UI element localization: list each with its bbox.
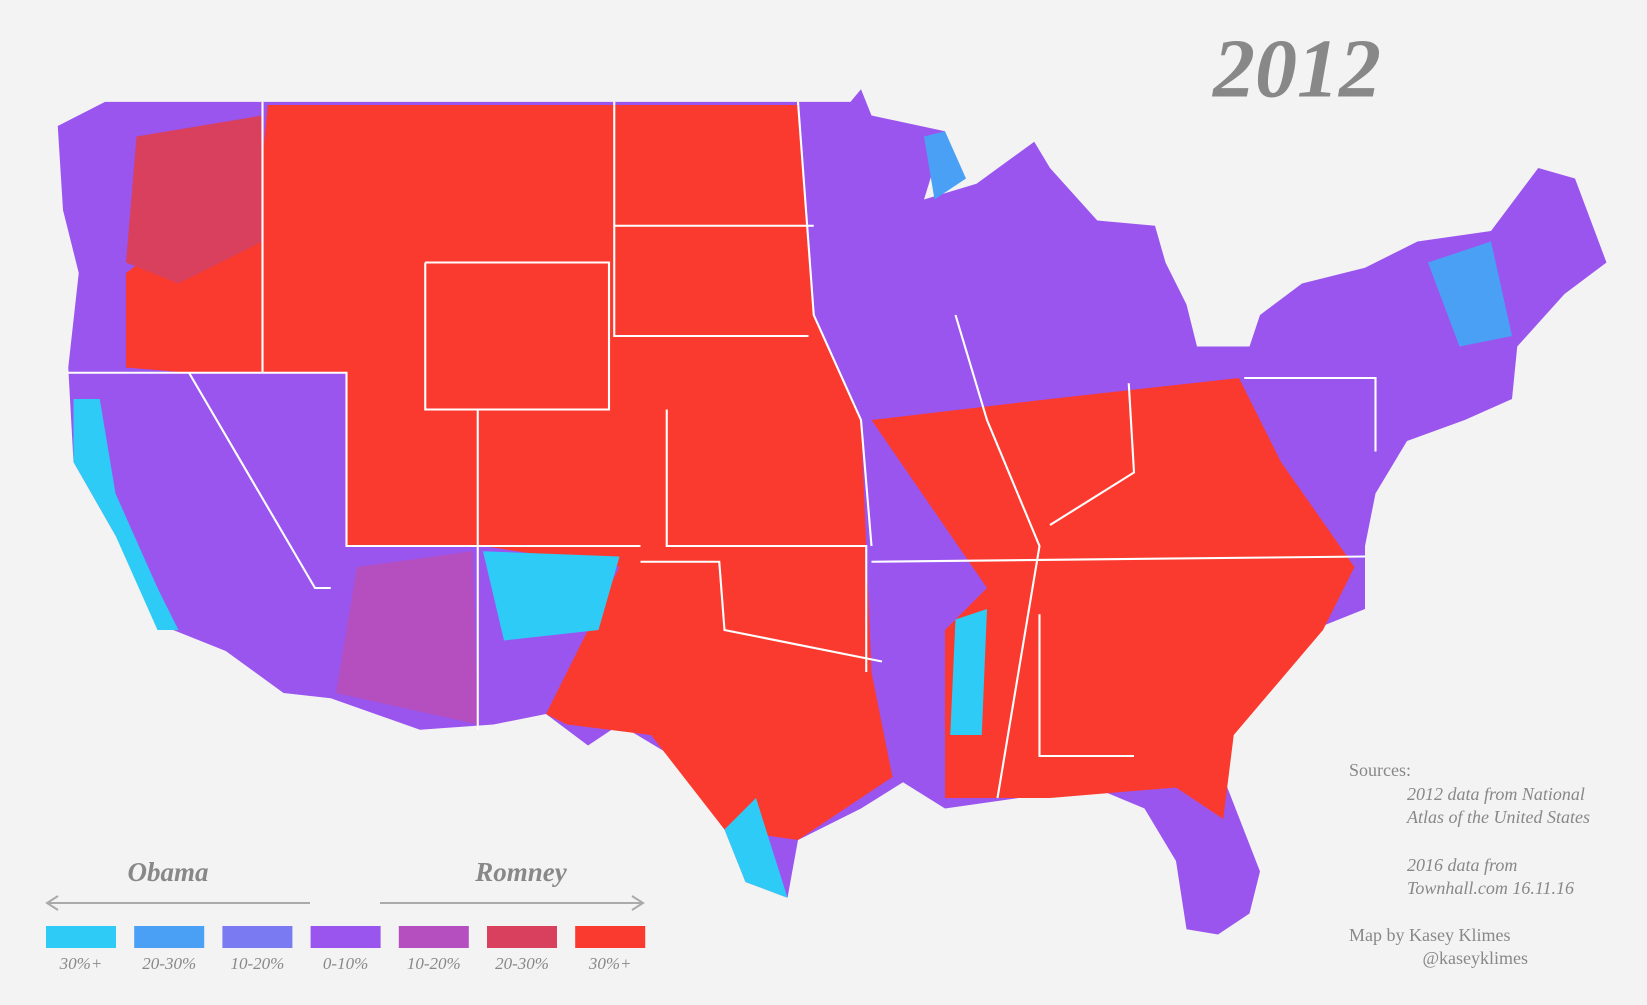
legend-label: 20-30%	[142, 954, 196, 973]
region-lean-obama	[1427, 241, 1512, 347]
region-lean-romney	[125, 115, 263, 284]
region-strong-romney	[871, 377, 1355, 819]
region-strong-romney	[125, 104, 893, 840]
legend-label: 0-10%	[323, 954, 368, 973]
source-line: 2016 data from	[1407, 855, 1517, 875]
legend-label: 20-30%	[495, 954, 549, 973]
legend-swatch	[134, 926, 205, 948]
region-lean-obama	[923, 131, 966, 200]
legend-label: 30%+	[588, 954, 632, 973]
us-map	[57, 89, 1607, 935]
state-border	[1038, 614, 1134, 758]
region-lean-obama	[950, 609, 987, 735]
arrow-left-head	[45, 895, 59, 911]
region-lean-obama	[73, 398, 179, 630]
legend-swatch	[487, 926, 557, 948]
legend-arrows	[45, 895, 645, 911]
legend-swatch	[310, 926, 381, 948]
state-border	[640, 560, 883, 663]
state-border	[954, 314, 1041, 799]
state-border	[1244, 376, 1377, 452]
region-lean-obama	[724, 797, 788, 898]
legend-swatch	[222, 926, 293, 948]
credit-name: Map by Kasey Klimes	[1349, 925, 1510, 945]
state-border	[796, 101, 873, 547]
legend-label: 10-20%	[230, 954, 284, 973]
state-border	[1049, 383, 1136, 526]
legend-right-label: Romney	[474, 857, 568, 887]
legend-swatch	[46, 926, 116, 948]
sources-heading: Sources:	[1349, 760, 1411, 780]
legend-left-label: Obama	[128, 857, 209, 887]
legend-label: 10-20%	[407, 954, 461, 973]
region-lean-obama	[482, 551, 620, 641]
legend-swatch	[575, 926, 646, 948]
state-border	[424, 261, 611, 411]
source-line: Atlas of the United States	[1406, 807, 1590, 827]
legend-label: 30%+	[59, 954, 103, 973]
arrow-right-head	[631, 895, 645, 911]
state-borders	[68, 101, 1377, 799]
source-line: 2012 data from National	[1407, 784, 1585, 804]
state-border	[188, 372, 331, 590]
region-lean-romney	[336, 551, 478, 725]
legend: 30%+ 20-30% 10-20% 0-10% 10-20% 20-30% 30%+	[46, 926, 646, 973]
map-title: 2012	[1211, 22, 1381, 115]
state-border	[613, 101, 809, 338]
state-border	[665, 409, 868, 672]
state-border	[68, 371, 641, 548]
legend-swatch	[398, 926, 469, 948]
state-border	[871, 555, 1366, 563]
credit-handle: @kaseyklimes	[1422, 948, 1528, 968]
source-line: Townhall.com 16.11.16	[1407, 878, 1574, 898]
